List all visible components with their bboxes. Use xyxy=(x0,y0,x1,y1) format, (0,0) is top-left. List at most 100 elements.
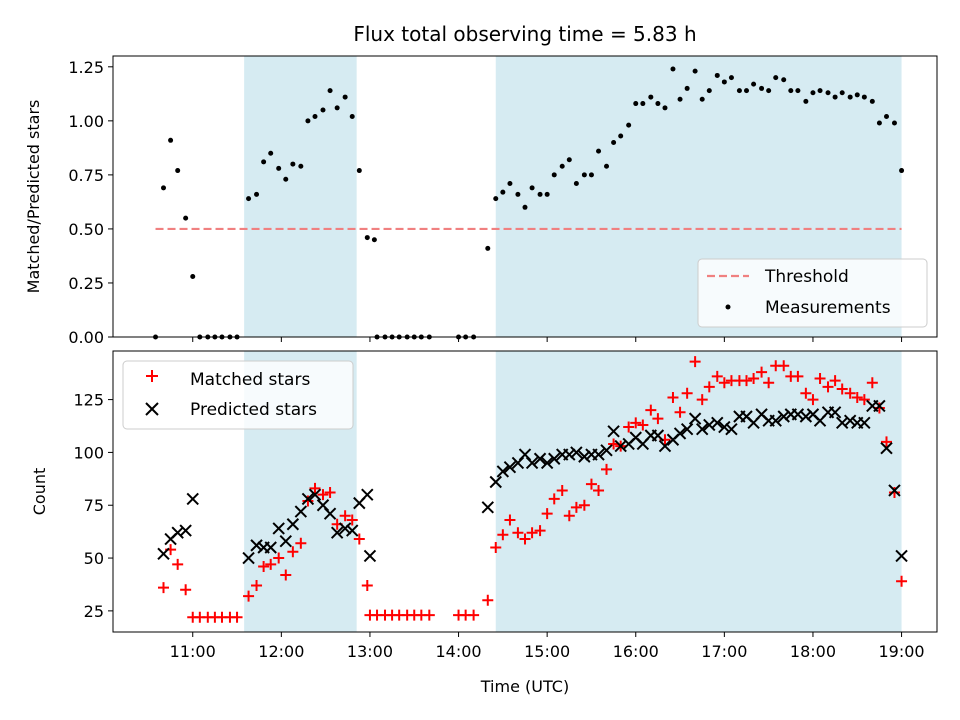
matched-stars-points xyxy=(158,356,908,623)
matched-star-point xyxy=(295,537,307,549)
predicted-star-point xyxy=(658,439,672,453)
predicted-star-point xyxy=(828,406,842,419)
matched-star-point xyxy=(822,381,834,393)
measurement-point xyxy=(899,168,905,174)
matched-star-point xyxy=(844,387,856,399)
predicted-star-point xyxy=(673,427,687,440)
matched-star-point xyxy=(630,417,642,429)
measurement-point xyxy=(190,273,196,279)
measurement-point xyxy=(537,191,543,197)
y-tick-label: 0.50 xyxy=(68,220,104,239)
predicted-star-point xyxy=(858,416,871,430)
predicted-star-point xyxy=(835,416,849,430)
matched-star-point xyxy=(711,370,723,382)
matched-star-point xyxy=(703,381,715,393)
legend-measurements-swatch xyxy=(725,304,731,310)
matched-star-point xyxy=(866,377,878,389)
measurement-point xyxy=(515,191,521,197)
predicted-star-point xyxy=(171,526,184,539)
measurement-point xyxy=(356,168,362,174)
measurement-point xyxy=(485,245,491,251)
predicted-star-point xyxy=(361,488,374,501)
predicted-star-point xyxy=(600,444,613,457)
matched-star-point xyxy=(339,510,351,522)
matched-star-point xyxy=(541,508,553,520)
matched-star-point xyxy=(251,580,263,592)
matched-star-point xyxy=(763,377,775,389)
matched-star-point xyxy=(570,501,582,513)
predicted-stars-points xyxy=(157,399,908,565)
top-legend-box xyxy=(697,258,928,328)
x-tick-label: 12:00 xyxy=(258,642,304,661)
predicted-star-point xyxy=(895,549,908,563)
predicted-star-point xyxy=(157,547,170,561)
measurement-point xyxy=(759,85,765,91)
predicted-star-point xyxy=(695,422,709,436)
matched-star-point xyxy=(696,394,708,406)
predicted-star-point xyxy=(777,410,790,423)
legend-matched-label: Matched stars xyxy=(190,370,310,390)
matched-star-point xyxy=(258,561,270,573)
matched-star-point xyxy=(851,391,863,403)
measurement-point xyxy=(766,88,772,94)
matched-star-point xyxy=(512,527,524,539)
measurement-point xyxy=(854,92,860,98)
predicted-star-point xyxy=(711,416,724,430)
x-tick-label: 14:00 xyxy=(435,642,481,661)
y-tick-label: 75 xyxy=(84,496,104,515)
measurement-point xyxy=(869,98,875,104)
predicted-star-point xyxy=(651,429,665,442)
matched-star-point xyxy=(880,436,892,448)
matched-star-point xyxy=(689,356,701,368)
matched-star-point xyxy=(158,582,170,594)
matched-star-point xyxy=(800,387,812,399)
measurement-point xyxy=(817,88,823,94)
measurement-point xyxy=(662,105,668,111)
matched-star-point xyxy=(814,372,826,384)
matched-star-point xyxy=(309,482,321,494)
predicted-star-point xyxy=(563,448,576,461)
matched-star-point xyxy=(741,375,753,387)
predicted-star-point xyxy=(279,534,292,548)
matched-star-point xyxy=(519,533,531,545)
measurement-point xyxy=(847,94,853,100)
measurement-point xyxy=(692,68,698,74)
measurement-point xyxy=(706,88,712,94)
matched-star-point xyxy=(718,377,730,389)
matched-star-point xyxy=(896,575,908,587)
measurement-point xyxy=(566,157,572,163)
measurement-point xyxy=(371,237,377,243)
predicted-star-point xyxy=(338,522,352,535)
measurement-point xyxy=(670,66,676,72)
matched-star-point xyxy=(601,463,613,475)
x-tick-label: 11:00 xyxy=(170,642,216,661)
measurement-point xyxy=(891,120,897,126)
measurement-point xyxy=(161,185,167,191)
matched-star-point xyxy=(748,372,760,384)
measurement-point xyxy=(493,196,499,202)
matched-star-point xyxy=(504,514,516,526)
measurement-point xyxy=(573,181,579,187)
matched-star-point xyxy=(578,499,590,511)
measurement-point xyxy=(677,96,683,102)
predicted-star-point xyxy=(272,522,285,535)
measurement-point xyxy=(648,94,654,100)
predicted-star-point xyxy=(286,518,300,531)
matched-star-point xyxy=(807,394,819,406)
measurement-point xyxy=(781,77,787,83)
legend-predicted-label: Predicted stars xyxy=(190,400,317,420)
predicted-star-point xyxy=(481,501,494,514)
measurement-point xyxy=(276,165,282,171)
matched-star-point xyxy=(361,580,373,592)
predicted-star-point xyxy=(578,450,591,463)
matched-star-point xyxy=(548,493,560,505)
predicted-star-point xyxy=(769,414,782,427)
measurement-point xyxy=(254,191,260,197)
measurement-point xyxy=(883,114,889,120)
top-y-ticks: 0.00 0.25 0.50 0.75 1.00 1.25 xyxy=(68,58,113,347)
matched-star-point xyxy=(645,404,657,416)
bottom-x-ticks: 11:00 12:00 13:00 14:00 15:00 16:00 17:00 18:00… xyxy=(170,632,925,661)
matched-star-point xyxy=(280,569,292,581)
bottom-plot-frame xyxy=(112,350,938,633)
matched-star-point xyxy=(674,406,686,418)
